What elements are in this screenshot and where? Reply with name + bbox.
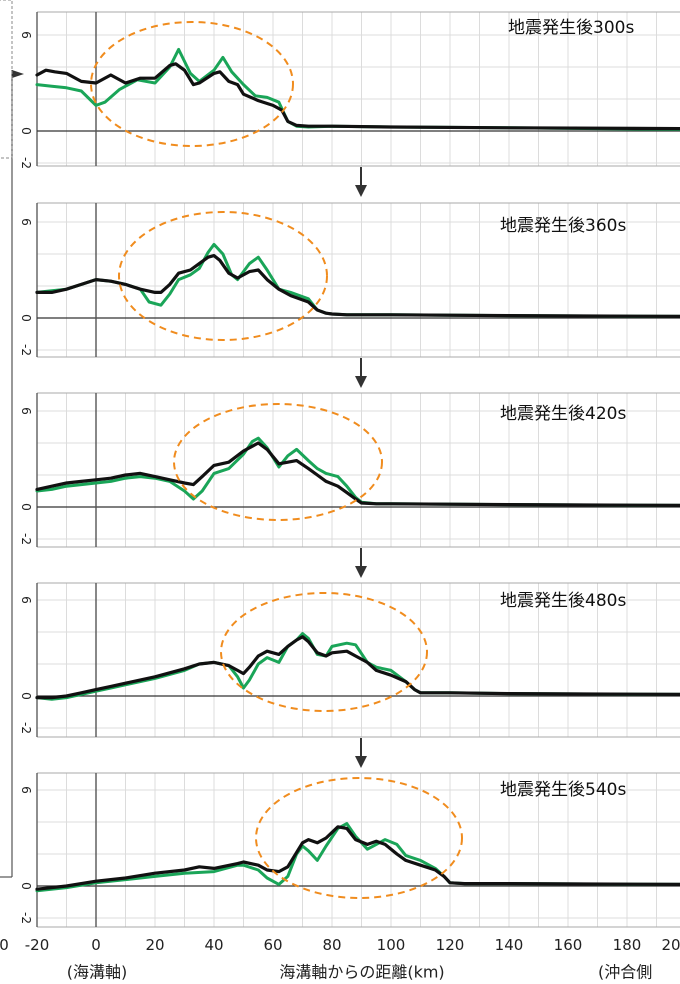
y-tick-label: -2 [19, 533, 33, 545]
x-tick-label: 20 [145, 936, 164, 954]
chart-panel-4: 6 0 -2 地震発生後480s [19, 582, 680, 768]
highlight-ellipse [255, 777, 463, 899]
series-black-line [35, 62, 680, 131]
x-tick-label: 60 [263, 936, 282, 954]
series-black-line [35, 825, 680, 891]
chart-panel-3: 6 0 -2 地震発生後420s [19, 392, 680, 578]
y-tick-label: 0 [19, 692, 33, 700]
highlight-ellipse [118, 211, 328, 341]
x-tick-label: 40 [204, 936, 223, 954]
offshore-label: (沖合側 [598, 963, 652, 982]
series-green-line [35, 436, 680, 507]
x-edge-label: 0 [0, 936, 9, 954]
y-tick-label: -2 [19, 912, 33, 924]
series-green-line [35, 822, 680, 893]
x-tick-label: 180 [613, 936, 642, 954]
series-black-line [35, 254, 680, 318]
series-green-line [35, 632, 680, 701]
chart-panel-5: 6 0 -2 地震発生後540s [19, 772, 680, 928]
down-arrow-icon [355, 756, 367, 768]
y-tick-label: -2 [19, 344, 33, 356]
x-axis-title: 海溝軸からの距離(km) [279, 963, 444, 982]
series-green-line [35, 47, 680, 131]
y-tick-label: 6 [19, 218, 33, 226]
x-tick-label: 80 [322, 936, 341, 954]
down-arrow-icon [355, 566, 367, 578]
x-tick-label: 20 [661, 936, 680, 954]
series-black-line [35, 635, 680, 700]
chart-panel-2: 6 0 -2 地震発生後360s [19, 202, 680, 388]
y-tick-label: -2 [19, 157, 33, 169]
x-tick-label: 140 [495, 936, 524, 954]
x-tick-label: 120 [436, 936, 465, 954]
x-tick-label: 100 [377, 936, 406, 954]
x-tick-label: 0 [91, 936, 101, 954]
y-tick-label: 0 [19, 314, 33, 322]
highlight-ellipse [220, 592, 428, 712]
y-tick-label: -2 [19, 722, 33, 734]
y-tick-label: 0 [19, 503, 33, 511]
frame-dashed-box [0, 0, 13, 159]
y-tick-label: 0 [19, 882, 33, 890]
series-black-line [35, 441, 680, 507]
y-tick-label: 6 [19, 407, 33, 415]
highlight-ellipse [173, 403, 383, 521]
down-arrow-icon [355, 376, 367, 388]
y-tick-label: 0 [19, 127, 33, 135]
panel-title: 地震発生後480s [500, 591, 626, 611]
y-tick-label: 6 [19, 596, 33, 604]
trench-axis-label: (海溝軸) [67, 963, 128, 982]
x-tick-label: -20 [25, 936, 50, 954]
panel-title: 地震発生後420s [500, 404, 626, 424]
down-arrow-icon [355, 185, 367, 197]
series-green-line [35, 242, 680, 318]
highlight-ellipse [90, 21, 294, 147]
x-tick-label: 160 [554, 936, 583, 954]
y-tick-label: 6 [19, 786, 33, 794]
y-tick-label: 6 [19, 31, 33, 39]
panel-title: 地震発生後540s [500, 780, 626, 800]
chart-panel-1: 6 0 -2 地震発生後300s [19, 11, 680, 197]
panel-title: 地震発生後300s [508, 18, 634, 38]
frame-arrow-icon [12, 70, 24, 78]
panel-title: 地震発生後360s [500, 216, 626, 236]
